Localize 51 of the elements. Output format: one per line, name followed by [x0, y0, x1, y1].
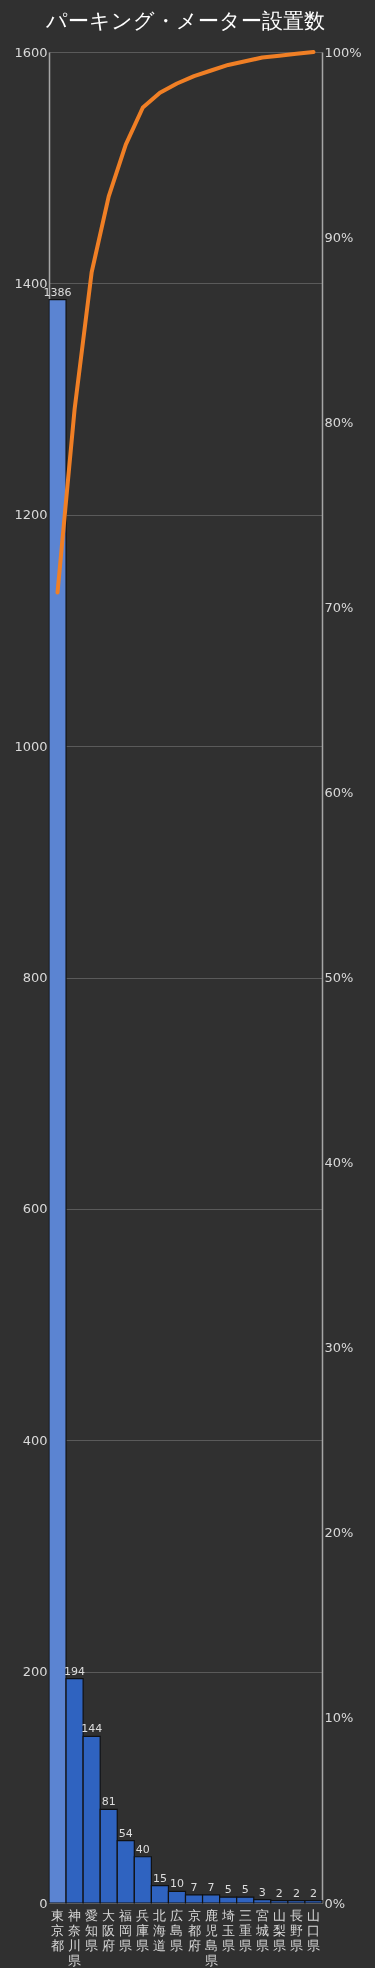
x-tick-label: 山梨県 [272, 1907, 286, 1953]
y-tick-label: 200 [22, 1664, 48, 1680]
y2-tick-label: 0% [324, 1895, 346, 1911]
y2-tick-label: 20% [324, 1525, 354, 1541]
x-tick-label: 京都府 [187, 1907, 201, 1953]
y2-tick-label: 50% [324, 970, 354, 985]
data-label: 7 [190, 1880, 198, 1894]
y-tick-label: 1600 [14, 44, 48, 60]
x-tick-label: 神奈川県 [68, 1907, 82, 1968]
x-tick-label: 長野県 [289, 1907, 303, 1953]
chart-title: パーキング・メーター設置数 [45, 9, 325, 33]
data-label: 144 [81, 1722, 103, 1736]
x-tick-label: 北海道 [153, 1907, 167, 1953]
x-tick-label: 東京都 [51, 1907, 65, 1953]
x-tick-label: 山口県 [306, 1907, 320, 1953]
x-tick-label: 愛知県 [85, 1907, 99, 1953]
y-tick-label: 1000 [14, 738, 48, 754]
data-label: 5 [241, 1883, 249, 1897]
x-tick-label: 鹿児島県 [204, 1907, 218, 1968]
y-tick-label: 400 [22, 1432, 48, 1448]
x-tick-label: 広島県 [170, 1907, 184, 1953]
y-tick-label: 1200 [14, 507, 48, 523]
y2-tick-label: 60% [324, 784, 354, 800]
x-tick-label: 福岡県 [119, 1907, 133, 1953]
data-label: 10 [169, 1877, 184, 1891]
data-label: 81 [101, 1795, 116, 1809]
y-tick-label: 600 [22, 1201, 48, 1217]
x-tick-label: 三重県 [238, 1907, 252, 1953]
x-tick-label: 埼玉県 [220, 1907, 235, 1953]
x-tick-label: 大阪府 [102, 1907, 116, 1953]
data-label: 3 [258, 1885, 266, 1899]
y2-tick-label: 80% [324, 414, 354, 430]
y-tick-label: 0 [39, 1895, 48, 1911]
data-label: 2 [309, 1886, 317, 1900]
y-tick-label: 800 [22, 970, 48, 985]
y2-tick-label: 70% [324, 599, 354, 615]
x-tick-label: 宮城県 [254, 1907, 269, 1953]
data-label: 40 [135, 1842, 150, 1856]
data-label: 2 [275, 1886, 283, 1900]
data-label: 15 [152, 1871, 167, 1885]
data-label: 54 [118, 1826, 133, 1840]
data-label: 5 [224, 1883, 232, 1897]
data-label: 7 [207, 1880, 215, 1894]
x-tick-label: 兵庫県 [136, 1907, 150, 1953]
y2-tick-label: 10% [324, 1710, 354, 1726]
data-label: 2 [292, 1886, 300, 1900]
y2-tick-label: 100% [324, 44, 362, 60]
y2-tick-label: 40% [324, 1155, 354, 1171]
data-label: 194 [64, 1664, 86, 1678]
y2-tick-label: 30% [324, 1340, 354, 1356]
y2-tick-label: 90% [324, 229, 354, 245]
